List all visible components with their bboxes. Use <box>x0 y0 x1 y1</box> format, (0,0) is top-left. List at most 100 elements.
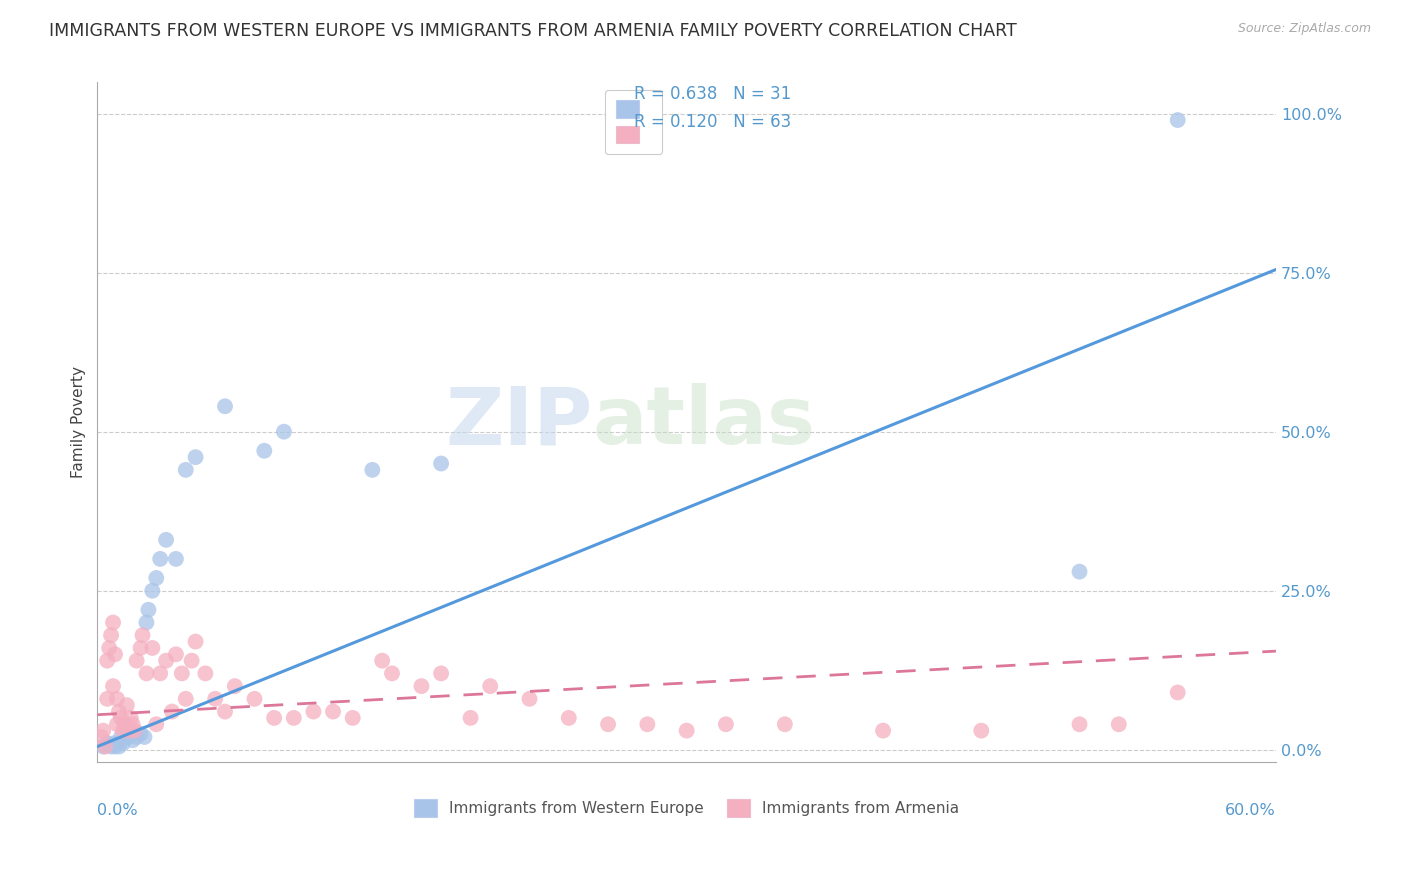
Point <box>214 399 236 413</box>
Point <box>149 666 172 681</box>
Point <box>970 723 993 738</box>
Point <box>342 711 364 725</box>
Point <box>135 666 157 681</box>
Point <box>104 648 127 662</box>
Point <box>714 717 737 731</box>
Point <box>253 443 276 458</box>
Point <box>108 705 131 719</box>
Point <box>1069 717 1091 731</box>
Text: atlas: atlas <box>592 384 815 461</box>
Point <box>120 711 142 725</box>
Point <box>184 634 207 648</box>
Point <box>96 691 118 706</box>
Point <box>91 739 114 754</box>
Point <box>479 679 502 693</box>
Point <box>204 691 226 706</box>
Point <box>135 615 157 630</box>
Point <box>114 717 136 731</box>
Point <box>302 705 325 719</box>
Y-axis label: Family Poverty: Family Poverty <box>72 367 86 478</box>
Point <box>519 691 541 706</box>
Point <box>180 654 202 668</box>
Point <box>214 705 236 719</box>
Point <box>96 654 118 668</box>
Point <box>110 730 132 744</box>
Point <box>105 691 128 706</box>
Point <box>129 640 152 655</box>
Point <box>101 736 124 750</box>
Legend: Immigrants from Western Europe, Immigrants from Armenia: Immigrants from Western Europe, Immigran… <box>408 793 966 822</box>
Point <box>118 730 141 744</box>
Point <box>101 615 124 630</box>
Point <box>184 450 207 464</box>
Point <box>160 705 183 719</box>
Point <box>263 711 285 725</box>
Point <box>1167 685 1189 699</box>
Text: 0.0%: 0.0% <box>97 804 138 818</box>
Point <box>430 666 453 681</box>
Point <box>98 640 121 655</box>
Point <box>361 463 384 477</box>
Point <box>134 730 156 744</box>
Point <box>129 727 152 741</box>
Point <box>96 736 118 750</box>
Point <box>558 711 581 725</box>
Point <box>108 739 131 754</box>
Point <box>90 730 112 744</box>
Point <box>124 723 146 738</box>
Text: R = 0.638   N = 31: R = 0.638 N = 31 <box>634 86 790 103</box>
Point <box>121 717 143 731</box>
Point <box>138 603 160 617</box>
Point <box>872 723 894 738</box>
Point <box>104 739 127 754</box>
Point <box>773 717 796 731</box>
Point <box>596 717 619 731</box>
Point <box>194 666 217 681</box>
Point <box>460 711 482 725</box>
Point <box>105 736 128 750</box>
Point <box>94 739 117 754</box>
Point <box>141 583 163 598</box>
Point <box>411 679 433 693</box>
Point <box>145 571 167 585</box>
Point <box>155 533 177 547</box>
Point <box>110 711 132 725</box>
Point <box>322 705 344 719</box>
Text: R = 0.120   N = 63: R = 0.120 N = 63 <box>634 112 790 130</box>
Point <box>1167 113 1189 128</box>
Point <box>115 698 138 713</box>
Point <box>636 717 658 731</box>
Point <box>105 717 128 731</box>
Point <box>115 730 138 744</box>
Text: ZIP: ZIP <box>446 384 592 461</box>
Point <box>675 723 697 738</box>
Text: 60.0%: 60.0% <box>1225 804 1275 818</box>
Point <box>273 425 295 439</box>
Point <box>165 648 187 662</box>
Point <box>1069 565 1091 579</box>
Point <box>125 654 148 668</box>
Point <box>224 679 246 693</box>
Point <box>111 736 134 750</box>
Point <box>155 654 177 668</box>
Point <box>174 463 197 477</box>
Point <box>111 723 134 738</box>
Point <box>283 711 305 725</box>
Point <box>101 679 124 693</box>
Point <box>118 723 141 738</box>
Point <box>141 640 163 655</box>
Point <box>371 654 394 668</box>
Point <box>170 666 193 681</box>
Point <box>145 717 167 731</box>
Point <box>100 739 122 754</box>
Point <box>243 691 266 706</box>
Point <box>174 691 197 706</box>
Point <box>165 552 187 566</box>
Point <box>100 628 122 642</box>
Point <box>121 733 143 747</box>
Point <box>91 723 114 738</box>
Point <box>430 457 453 471</box>
Point <box>1108 717 1130 731</box>
Text: Source: ZipAtlas.com: Source: ZipAtlas.com <box>1237 22 1371 36</box>
Text: IMMIGRANTS FROM WESTERN EUROPE VS IMMIGRANTS FROM ARMENIA FAMILY POVERTY CORRELA: IMMIGRANTS FROM WESTERN EUROPE VS IMMIGR… <box>49 22 1017 40</box>
